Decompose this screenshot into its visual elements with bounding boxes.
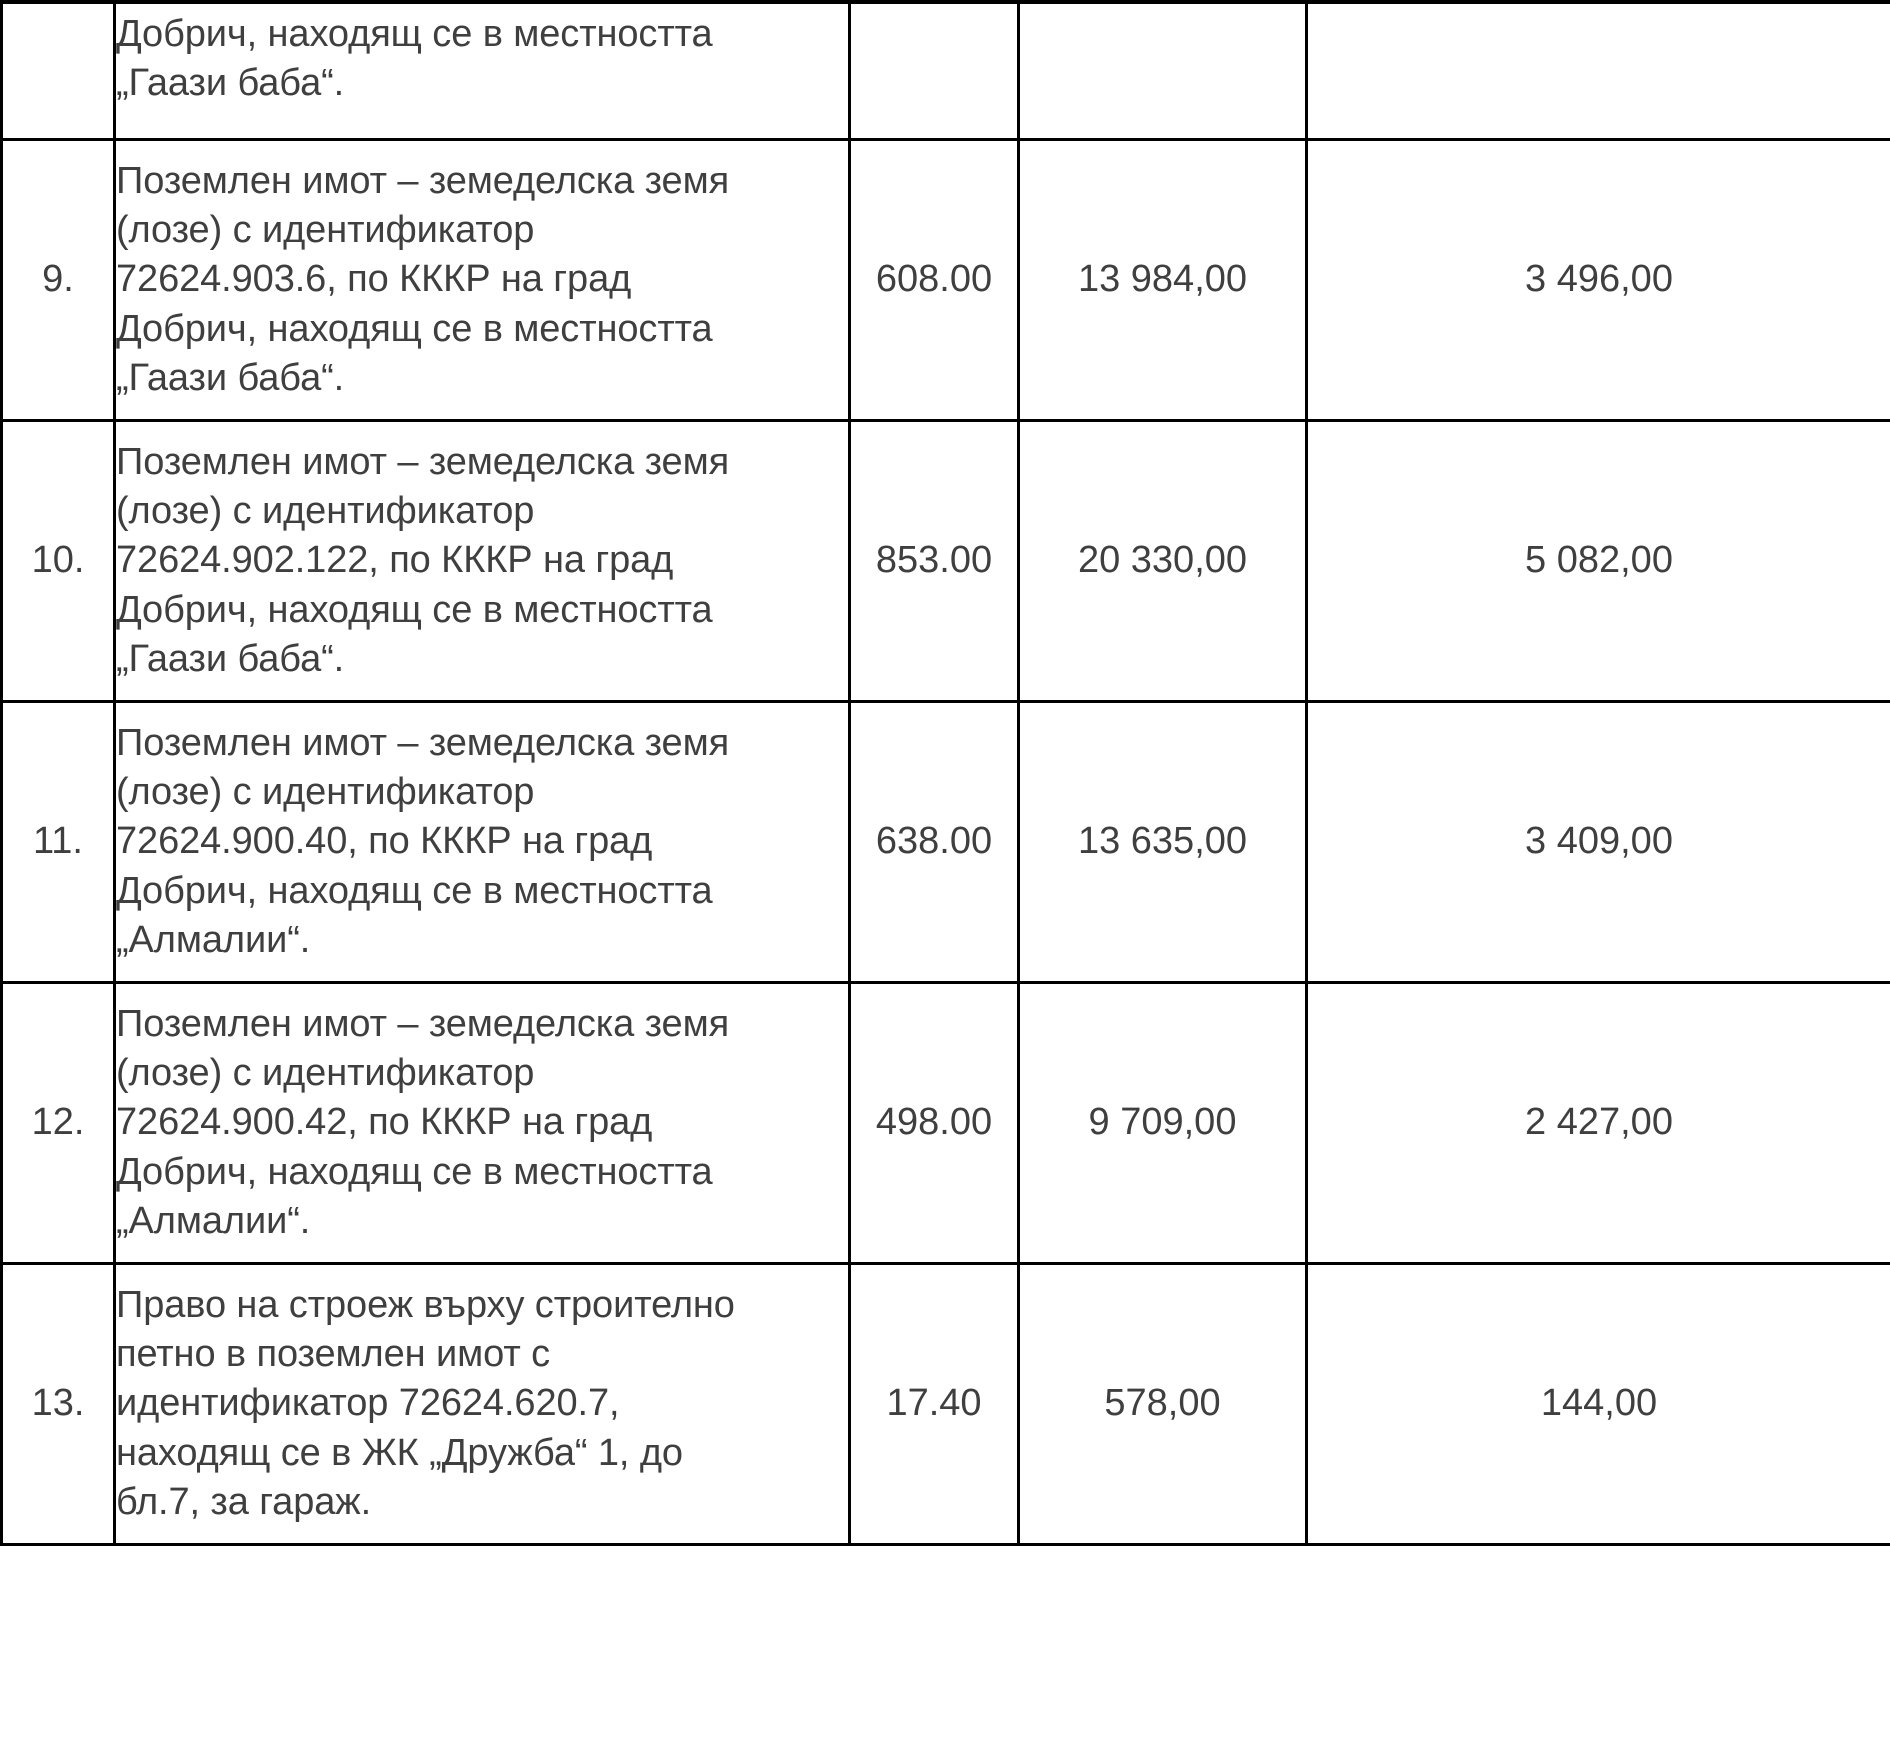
table-row: 13. Право на строеж върху строително пет… [0, 1262, 1890, 1546]
row-value1: 20 330,00 [1077, 539, 1248, 582]
row-area-cell: 17.40 [848, 1262, 1020, 1546]
row-area-cell: 638.00 [848, 700, 1020, 984]
row-description: Поземлен имот – земеделска земя (лозе) с… [116, 1002, 730, 1243]
row-area-cell [848, 0, 1020, 141]
row-area-cell: 498.00 [848, 981, 1020, 1265]
row-description: Право на строеж върху строително петно в… [116, 1283, 735, 1524]
row-value2-cell: 3 409,00 [1305, 700, 1890, 984]
row-description-cell: Поземлен имот – земеделска земя (лозе) с… [113, 981, 851, 1265]
table-row: 10. Поземлен имот – земеделска земя (лоз… [0, 419, 1890, 703]
row-description-cell: Поземлен имот – земеделска земя (лозе) с… [113, 419, 851, 703]
row-number-cell: 11. [0, 700, 116, 984]
asset-table: Добрич, находящ се в местността „Гаази б… [0, 0, 1890, 1546]
row-value2-cell: 144,00 [1305, 1262, 1890, 1546]
row-area-cell: 608.00 [848, 138, 1020, 422]
row-value2: 144,00 [1540, 1382, 1658, 1425]
row-value1: 13 635,00 [1077, 820, 1248, 863]
row-value2-cell [1305, 0, 1890, 141]
table-row: 12. Поземлен имот – земеделска земя (лоз… [0, 981, 1890, 1265]
table-row: 9. Поземлен имот – земеделска земя (лозе… [0, 138, 1890, 422]
row-value1-cell [1017, 0, 1308, 141]
row-area: 498.00 [875, 1101, 993, 1144]
row-number: 13. [31, 1382, 85, 1425]
row-value2: 3 496,00 [1525, 258, 1673, 301]
row-description: Поземлен имот – земеделска земя (лозе) с… [116, 721, 730, 962]
row-area: 17.40 [886, 1382, 982, 1425]
row-description-cell: Право на строеж върху строително петно в… [113, 1262, 851, 1546]
row-description-cell: Добрич, находящ се в местността „Гаази б… [113, 0, 851, 141]
row-number-cell: 9. [0, 138, 116, 422]
row-value1: 578,00 [1104, 1382, 1221, 1425]
table-row: Добрич, находящ се в местността „Гаази б… [0, 0, 1890, 141]
row-description: Добрич, находящ се в местността „Гаази б… [116, 13, 713, 105]
row-value1: 9 709,00 [1088, 1101, 1237, 1144]
row-value2-cell: 5 082,00 [1305, 419, 1890, 703]
row-value1-cell: 9 709,00 [1017, 981, 1308, 1265]
row-value2: 5 082,00 [1525, 539, 1673, 582]
row-description: Поземлен имот – земеделска земя (лозе) с… [116, 159, 730, 400]
table-body: Добрич, находящ се в местността „Гаази б… [0, 0, 1890, 1546]
row-area-cell: 853.00 [848, 419, 1020, 703]
row-value2-cell: 3 496,00 [1305, 138, 1890, 422]
row-area: 638.00 [875, 820, 993, 863]
row-description-cell: Поземлен имот – земеделска земя (лозе) с… [113, 138, 851, 422]
row-number-cell: 13. [0, 1262, 116, 1546]
table-row: 11. Поземлен имот – земеделска земя (лоз… [0, 700, 1890, 984]
row-number-cell: 10. [0, 419, 116, 703]
row-area: 853.00 [875, 539, 993, 582]
row-description: Поземлен имот – земеделска земя (лозе) с… [116, 440, 730, 681]
row-number-cell [0, 0, 116, 141]
row-number: 9. [42, 258, 74, 301]
row-number-cell: 12. [0, 981, 116, 1265]
row-number: 10. [31, 539, 85, 582]
row-area: 608.00 [875, 258, 993, 301]
row-value2-cell: 2 427,00 [1305, 981, 1890, 1265]
row-value2: 3 409,00 [1525, 820, 1673, 863]
row-value1-cell: 13 635,00 [1017, 700, 1308, 984]
row-value1-cell: 20 330,00 [1017, 419, 1308, 703]
row-value1-cell: 578,00 [1017, 1262, 1308, 1546]
row-number: 11. [32, 820, 83, 863]
row-value1: 13 984,00 [1077, 258, 1248, 301]
row-description-cell: Поземлен имот – земеделска земя (лозе) с… [113, 700, 851, 984]
row-number: 12. [31, 1101, 85, 1144]
row-value1-cell: 13 984,00 [1017, 138, 1308, 422]
row-value2: 2 427,00 [1525, 1101, 1673, 1144]
